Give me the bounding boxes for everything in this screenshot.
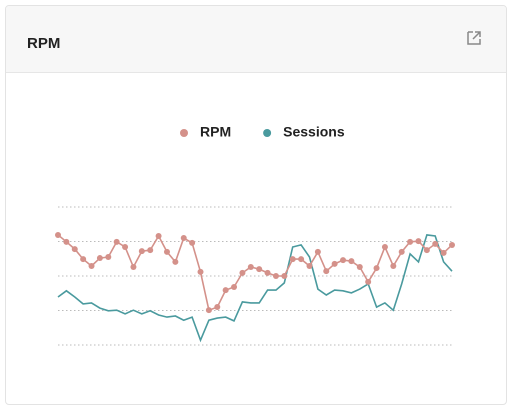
point — [314, 248, 321, 255]
point — [281, 273, 288, 279]
point — [96, 255, 103, 262]
card-title: RPM — [27, 35, 61, 52]
point — [348, 258, 355, 265]
point — [180, 235, 187, 242]
card-header: RPM — [6, 6, 506, 73]
point — [147, 247, 154, 254]
point — [163, 248, 170, 255]
point — [306, 262, 313, 269]
legend-label: Sessions — [283, 124, 345, 140]
point — [138, 248, 145, 255]
point — [423, 247, 430, 254]
point — [130, 264, 137, 271]
point — [214, 304, 221, 311]
point — [247, 264, 254, 271]
point — [256, 266, 263, 273]
point — [415, 238, 422, 245]
point — [340, 257, 347, 264]
point — [264, 269, 271, 276]
point — [432, 240, 439, 247]
point — [298, 256, 305, 263]
point — [390, 262, 397, 269]
point — [222, 287, 229, 294]
point — [189, 239, 196, 246]
point — [105, 254, 112, 261]
point — [155, 232, 162, 239]
legend-marker — [263, 129, 272, 137]
point — [407, 238, 414, 245]
point — [55, 231, 61, 238]
point — [272, 273, 279, 279]
point — [88, 262, 95, 269]
open-external-icon[interactable] — [466, 30, 482, 46]
series-line — [57, 234, 453, 343]
point — [323, 268, 330, 275]
point — [398, 248, 405, 255]
point — [205, 307, 212, 314]
point — [113, 238, 120, 245]
point — [289, 256, 296, 263]
point — [381, 244, 388, 251]
legend-label: RPM — [200, 124, 231, 140]
point — [63, 238, 70, 245]
legend-marker — [180, 129, 188, 137]
point — [122, 244, 129, 251]
point — [80, 256, 87, 263]
point — [373, 265, 380, 272]
point — [365, 278, 372, 285]
card: RPM — [5, 5, 507, 405]
point — [440, 249, 447, 256]
point — [231, 284, 238, 291]
point — [239, 269, 246, 276]
point — [449, 241, 455, 248]
series-line — [57, 234, 453, 312]
point — [172, 258, 179, 265]
point — [71, 246, 78, 253]
point — [331, 260, 338, 267]
point — [356, 264, 363, 271]
point — [197, 268, 204, 275]
